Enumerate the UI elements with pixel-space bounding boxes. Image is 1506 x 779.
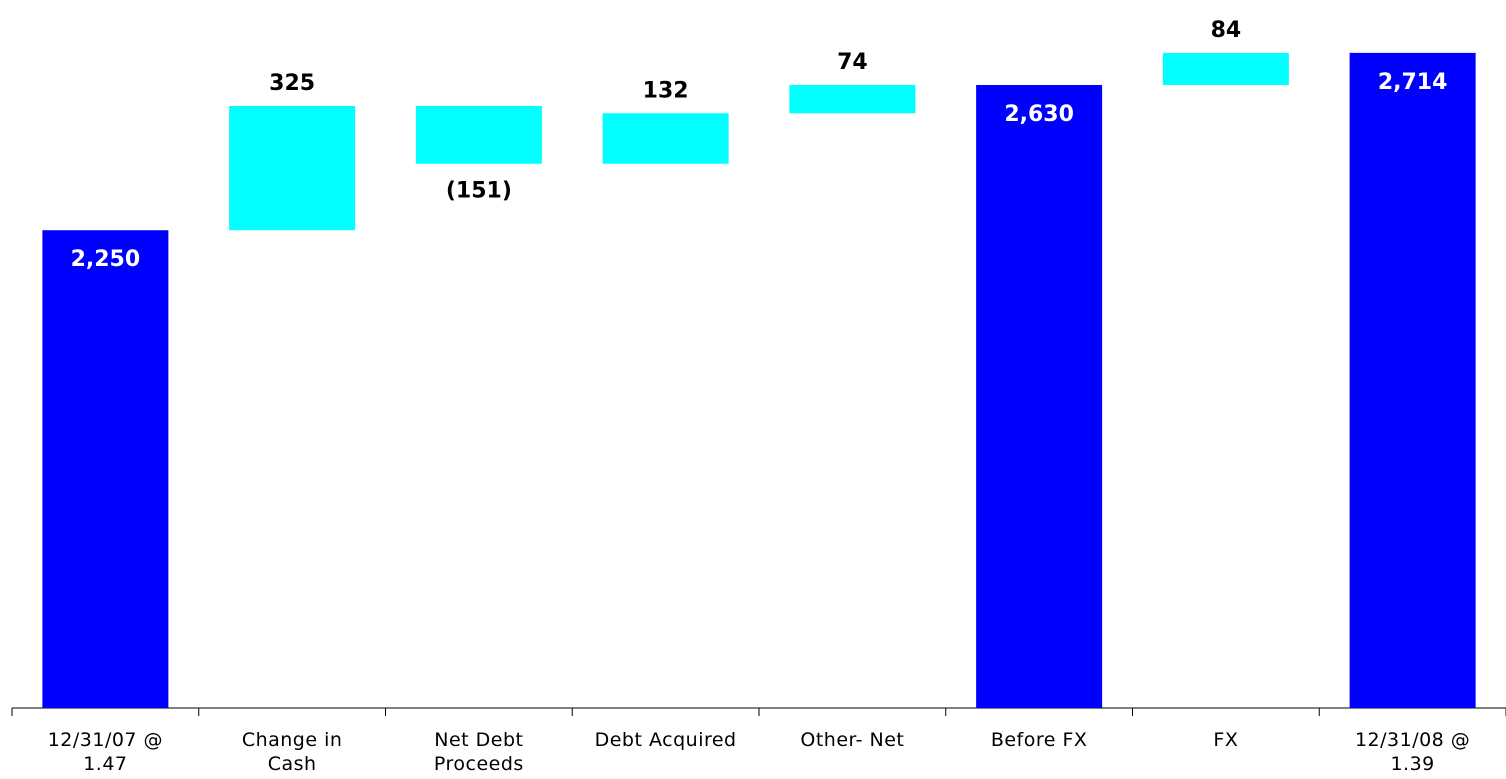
bar [789,84,916,114]
bar [1349,52,1476,709]
value-label: 325 [269,71,315,96]
value-label: 132 [643,78,689,103]
value-label: 84 [1211,18,1242,43]
bar [1162,52,1289,85]
value-label: 74 [837,50,868,75]
value-label: 2,250 [71,247,141,272]
value-label: 2,714 [1378,70,1448,95]
value-label: (151) [446,179,512,204]
value-label: 2,630 [1004,102,1074,127]
bar [602,113,729,164]
bar [976,84,1103,708]
x-tick-label: Other- Net [800,729,905,751]
x-tick-label: Debt Acquired [594,729,737,751]
x-tick-label: Before FX [990,729,1088,751]
x-tick-label: 12/31/08 @ 1.39 [1354,729,1471,775]
bar [415,106,542,164]
x-tick-label: Change in Cash [241,729,343,775]
x-tick-label: Net Debt Proceeds [433,729,524,775]
x-tick-label: FX [1213,729,1239,751]
x-tick-label: 12/31/07 @ 1.47 [47,729,164,775]
bar [229,106,356,231]
bar [42,230,169,708]
